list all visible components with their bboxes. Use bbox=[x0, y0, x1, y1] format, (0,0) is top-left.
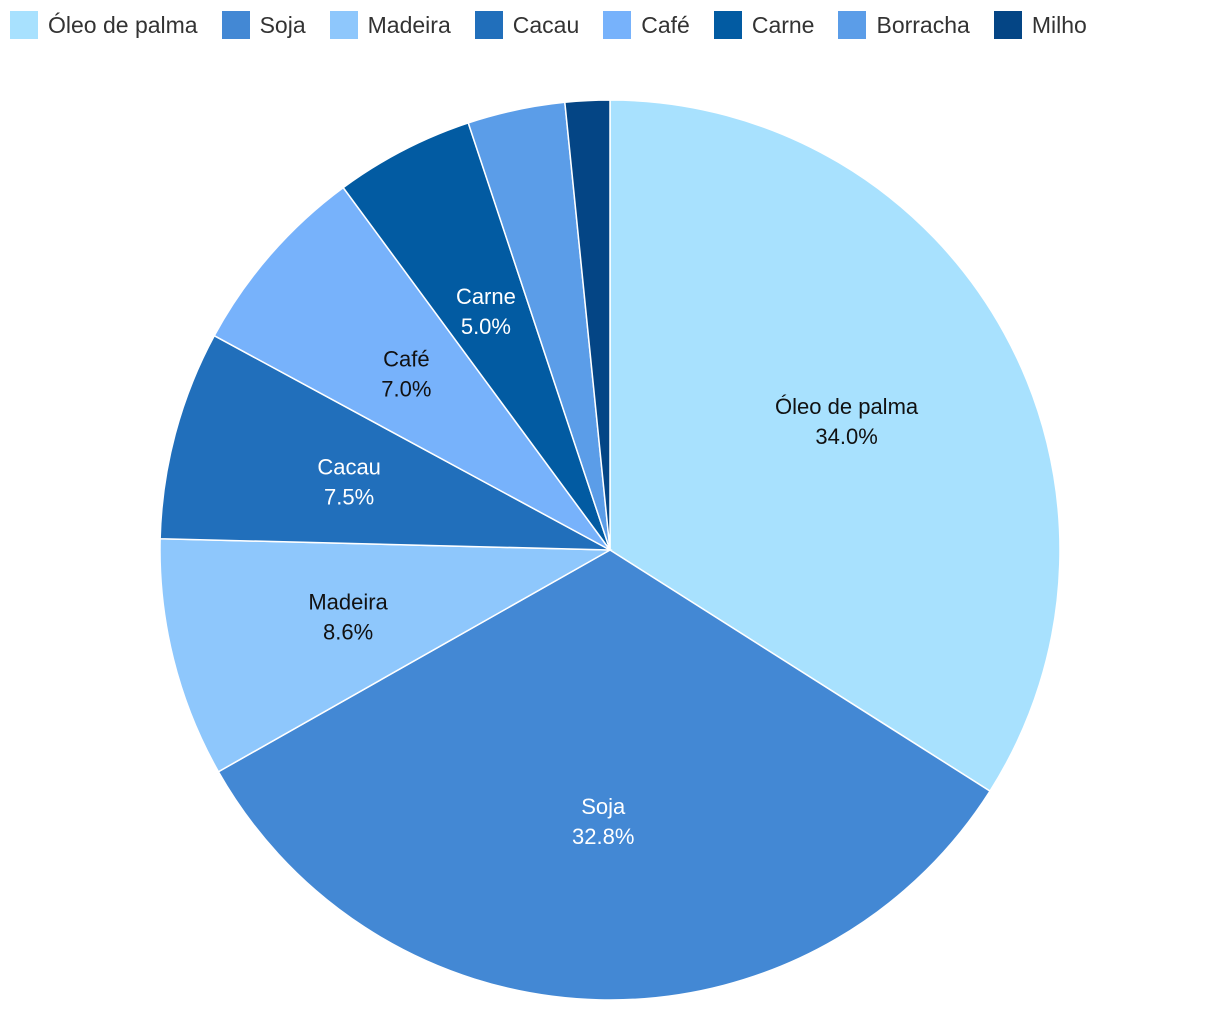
legend-label: Óleo de palma bbox=[48, 11, 198, 38]
legend-label: Milho bbox=[1031, 11, 1087, 38]
slice-label: Óleo de palma bbox=[775, 394, 919, 419]
legend-item-cacau[interactable]: Cacau bbox=[474, 11, 580, 39]
slice-value-label: 7.5% bbox=[324, 484, 374, 509]
legend-swatch bbox=[10, 11, 38, 39]
legend-swatch bbox=[713, 11, 742, 39]
pie-slice-cacau[interactable] bbox=[159, 334, 611, 551]
pie-slice-soja[interactable] bbox=[217, 549, 991, 1001]
slice-label: Café bbox=[383, 347, 429, 372]
legend-label: Café bbox=[641, 11, 690, 38]
slice-label: Carne bbox=[456, 284, 516, 309]
pie-slice-milho[interactable] bbox=[564, 99, 611, 551]
slice-label: Madeira bbox=[308, 590, 388, 615]
legend-label: Cacau bbox=[512, 11, 580, 38]
legend-swatch bbox=[838, 11, 867, 39]
legend-swatch bbox=[221, 11, 250, 39]
legend-item-borracha[interactable]: Borracha bbox=[838, 11, 970, 39]
slice-value-label: 5.0% bbox=[461, 314, 511, 339]
slice-value-label: 32.8% bbox=[572, 824, 634, 849]
slice-value-label: 7.0% bbox=[381, 377, 431, 402]
legend-item-carne[interactable]: Carne bbox=[713, 11, 815, 39]
legend-swatch bbox=[329, 11, 358, 39]
pie-slice-oleo-de-palma[interactable] bbox=[609, 99, 1061, 793]
slice-value-label: 8.6% bbox=[323, 620, 373, 645]
legend-swatch bbox=[993, 11, 1022, 39]
legend-label: Soja bbox=[259, 11, 306, 38]
chart-legend: Óleo de palma Soja Madeira Cacau Café Ca… bbox=[10, 10, 1111, 40]
pie-slice-madeira[interactable] bbox=[159, 537, 613, 773]
legend-item-cafe[interactable]: Café bbox=[603, 11, 690, 39]
legend-item-milho[interactable]: Milho bbox=[993, 11, 1087, 39]
slice-value-label: 34.0% bbox=[815, 424, 877, 449]
legend-label: Borracha bbox=[876, 11, 970, 38]
legend-swatch bbox=[603, 11, 632, 39]
slice-label: Soja bbox=[581, 794, 626, 819]
pie-slice-cafe[interactable] bbox=[213, 186, 611, 551]
legend-item-oleo-de-palma[interactable]: Óleo de palma bbox=[10, 11, 198, 39]
legend-item-soja[interactable]: Soja bbox=[221, 11, 306, 39]
legend-label: Carne bbox=[751, 11, 815, 38]
slice-label: Cacau bbox=[317, 454, 381, 479]
legend-swatch bbox=[474, 11, 503, 39]
legend-item-madeira[interactable]: Madeira bbox=[329, 11, 451, 39]
legend-label: Madeira bbox=[367, 11, 451, 38]
